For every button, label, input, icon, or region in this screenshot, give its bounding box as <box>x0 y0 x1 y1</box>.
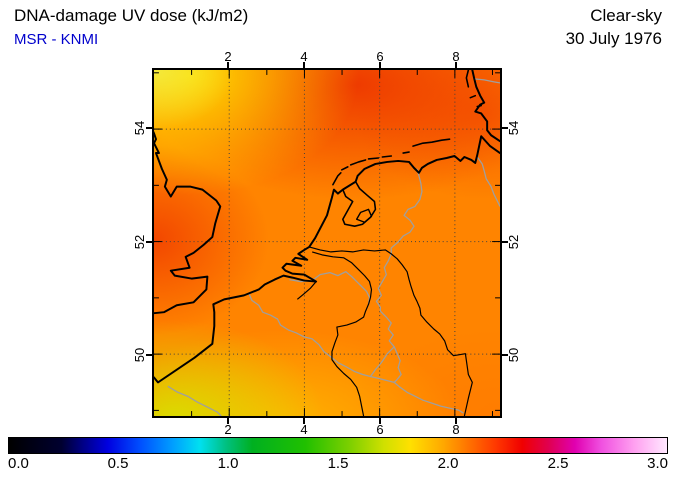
rivers <box>296 246 473 416</box>
axis-tick <box>502 240 508 243</box>
rhine-river <box>309 246 473 416</box>
axis-tick <box>502 126 508 129</box>
axis-tick <box>303 62 306 68</box>
axis-tick <box>379 418 382 424</box>
lat-tick-label-right: 54 <box>506 120 521 136</box>
england-coastline <box>154 131 222 315</box>
colorbar <box>8 437 668 454</box>
weser-river <box>476 156 500 207</box>
colorbar-label: 1.0 <box>217 455 239 472</box>
colorbar-gradient <box>9 438 667 453</box>
france-belgium-germany-border <box>248 293 464 414</box>
elbe-north-coastline <box>471 70 500 143</box>
page-title: DNA-damage UV dose (kJ/m2) <box>14 6 249 25</box>
wadden-islands <box>332 70 483 186</box>
colorbar-label: 0.0 <box>8 455 29 472</box>
maas-river <box>312 251 373 416</box>
belgium-luxembourg-borders <box>369 310 402 383</box>
axis-tick <box>146 240 152 243</box>
colorbar-label: 2.0 <box>437 455 459 472</box>
belgium-netherlands-border <box>289 271 371 305</box>
axis-tick <box>227 62 230 68</box>
scheldt-river <box>296 281 317 300</box>
axis-tick <box>455 62 458 68</box>
axis-minor-ticks <box>154 70 500 416</box>
continent-coastline <box>154 135 500 384</box>
axis-tick <box>227 418 230 424</box>
lat-tick-label-right: 50 <box>506 347 521 363</box>
lon-tick-label-top: 2 <box>224 49 232 64</box>
lat-tick-label-right: 52 <box>506 234 521 250</box>
source-label: MSR - KNMI <box>14 31 99 48</box>
lon-tick-label-bottom: 6 <box>376 422 384 437</box>
colorbar-label: 1.5 <box>327 455 349 472</box>
lon-tick-label-bottom: 4 <box>300 422 308 437</box>
lon-tick-label-top: 8 <box>452 49 460 64</box>
colorbar-label: 3.0 <box>647 455 668 472</box>
lon-tick-label-bottom: 2 <box>224 422 232 437</box>
seine-river <box>167 385 222 416</box>
uv-dose-field <box>154 70 500 416</box>
scenario-label: Clear-sky <box>590 6 662 25</box>
netherlands-germany-border <box>375 168 423 312</box>
lon-tick-label-top: 4 <box>300 49 308 64</box>
axis-tick <box>146 354 152 357</box>
date-label: 30 July 1976 <box>565 29 662 48</box>
colorbar-label: 0.5 <box>107 455 129 472</box>
axis-tick <box>379 62 382 68</box>
map-plot <box>152 68 502 418</box>
axis-tick <box>455 418 458 424</box>
coastlines <box>154 70 500 384</box>
map-overlay <box>154 70 500 416</box>
axis-tick <box>303 418 306 424</box>
flevoland-polder <box>355 208 373 223</box>
colorbar-label: 2.5 <box>547 455 569 472</box>
lon-tick-label-top: 6 <box>376 49 384 64</box>
axis-tick <box>146 126 152 129</box>
lon-tick-label-bottom: 8 <box>452 422 460 437</box>
denmark-germany-border <box>474 78 500 84</box>
axis-tick <box>502 354 508 357</box>
ijsselmeer-outline <box>342 180 377 227</box>
